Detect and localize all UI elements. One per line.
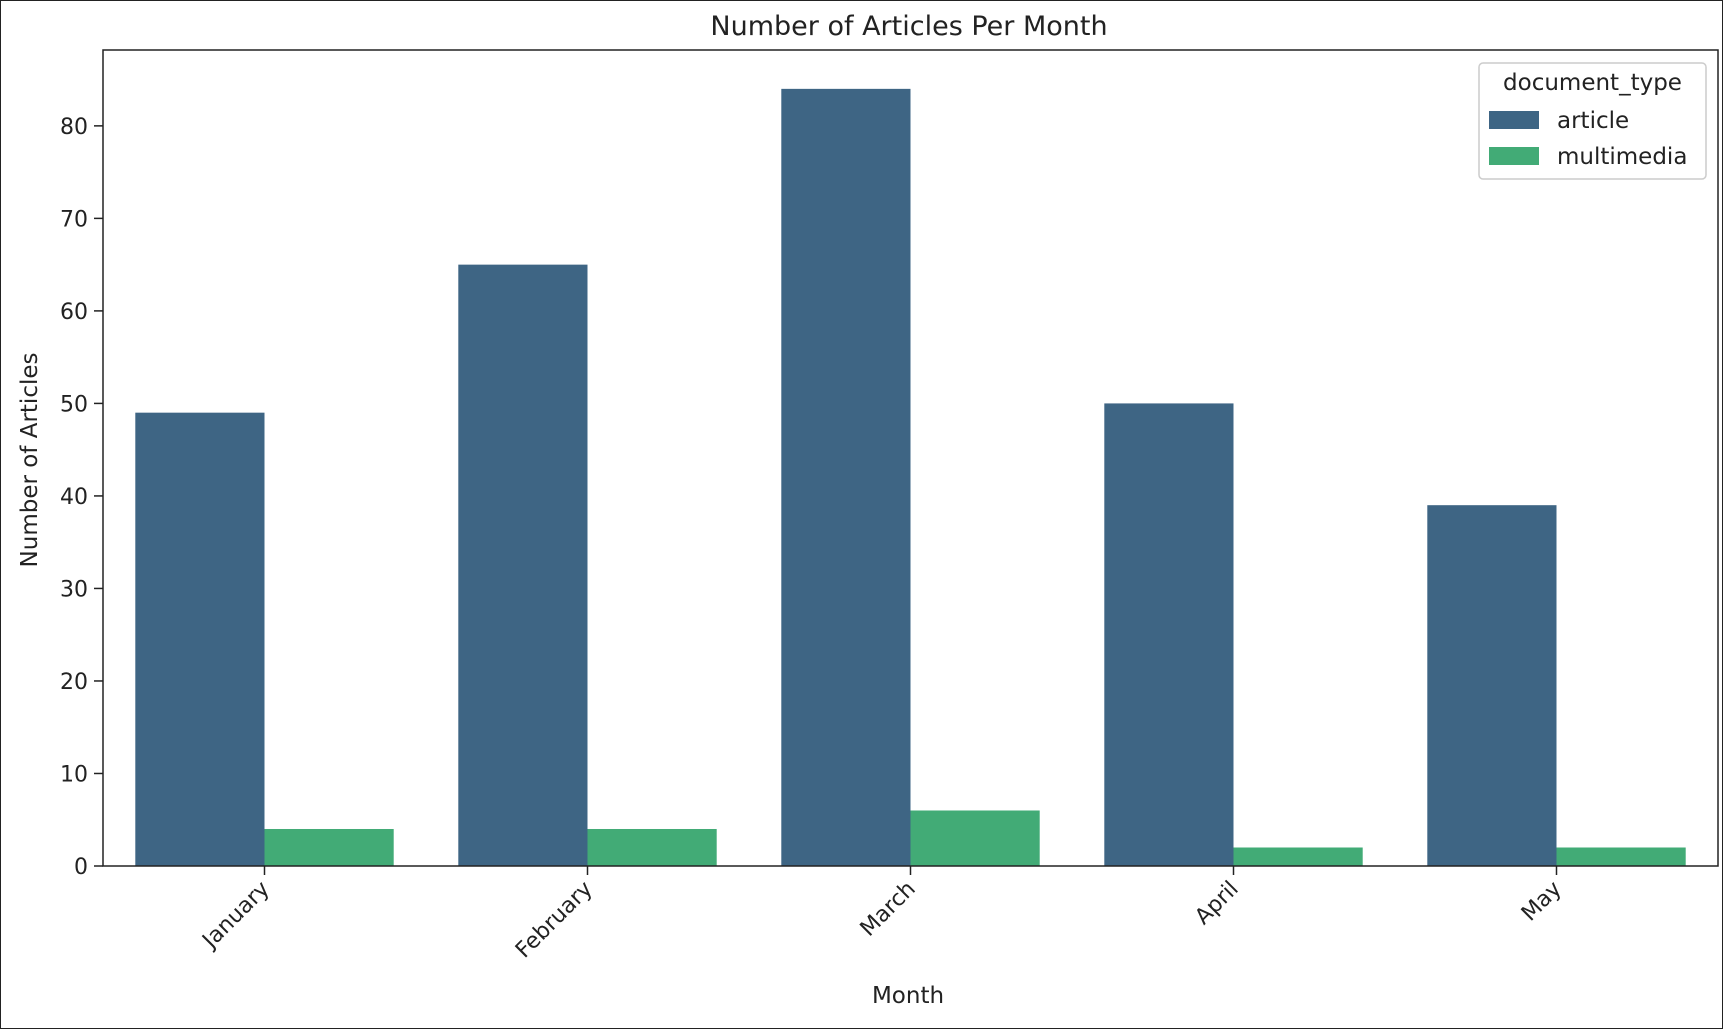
y-tick-label-10: 10 bbox=[60, 762, 88, 787]
legend-title: document_type bbox=[1503, 70, 1682, 96]
y-tick-label-80: 80 bbox=[60, 115, 88, 140]
x-tick-label-may: May bbox=[1517, 877, 1567, 927]
x-tick-label-march: March bbox=[856, 877, 921, 942]
x-tick-label-february: February bbox=[511, 877, 598, 964]
bar-multimedia-may bbox=[1556, 847, 1686, 866]
y-tick-label-60: 60 bbox=[60, 300, 88, 325]
bar-multimedia-february bbox=[587, 828, 717, 866]
y-tick-label-50: 50 bbox=[60, 392, 88, 417]
bar-multimedia-april bbox=[1233, 847, 1363, 866]
y-tick-label-20: 20 bbox=[60, 670, 88, 695]
bar-article-january bbox=[135, 412, 265, 866]
bar-article-march bbox=[781, 88, 911, 867]
y-axis: 0 10 20 30 40 50 60 70 80 bbox=[60, 115, 103, 880]
y-tick-label-30: 30 bbox=[60, 577, 88, 602]
bar-article-april bbox=[1104, 403, 1234, 866]
bar-multimedia-march bbox=[910, 810, 1040, 866]
x-tick-label-april: April bbox=[1190, 877, 1243, 930]
bar-article-may bbox=[1427, 505, 1557, 866]
legend-label-multimedia: multimedia bbox=[1557, 144, 1687, 170]
legend-swatch-article bbox=[1489, 111, 1539, 129]
x-tick-label-january: January bbox=[197, 877, 275, 955]
bar-article-february bbox=[458, 264, 588, 866]
x-axis: January February March April May bbox=[197, 866, 1567, 963]
y-tick-label-0: 0 bbox=[74, 855, 88, 880]
y-tick-label-70: 70 bbox=[60, 207, 88, 232]
y-tick-label-40: 40 bbox=[60, 485, 88, 510]
y-axis-title: Number of Articles bbox=[17, 353, 43, 568]
legend-swatch-multimedia bbox=[1489, 147, 1539, 165]
plot-area bbox=[102, 49, 1719, 867]
legend-label-article: article bbox=[1557, 108, 1629, 134]
x-axis-title: Month bbox=[872, 983, 944, 1009]
bar-multimedia-january bbox=[264, 828, 394, 866]
chart-title: Number of Articles Per Month bbox=[710, 11, 1107, 42]
